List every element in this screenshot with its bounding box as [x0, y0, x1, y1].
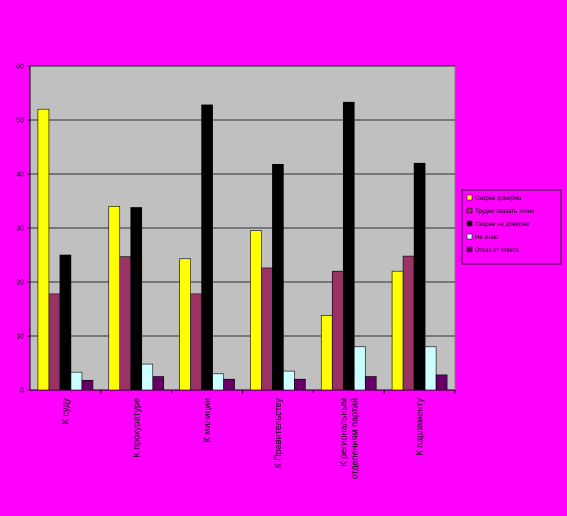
bar-1-4	[70, 371, 83, 391]
y-tick-label: 40	[16, 172, 24, 179]
bar-6-4	[424, 346, 437, 391]
bar-2-2	[119, 256, 132, 391]
bar-5-1	[320, 315, 333, 391]
y-tick-label: 50	[16, 118, 24, 125]
bar-1-2	[48, 293, 61, 391]
bar-4-2	[261, 267, 273, 391]
y-tick-label: 30	[16, 226, 24, 233]
bar-2-5	[152, 376, 165, 391]
legend-label: Трудно сказать точно	[475, 209, 535, 215]
bar-2-4	[141, 363, 154, 391]
category-label: К Правительству	[273, 398, 283, 469]
legend-label: Не знаю	[475, 235, 499, 241]
category-label: К прокуратуре	[131, 398, 141, 458]
bar-3-2	[190, 293, 202, 391]
category-label: К региональным	[338, 398, 348, 467]
legend-label: Скорее не доверяю	[475, 222, 530, 228]
bar-5-5	[364, 376, 377, 391]
legend-swatch	[466, 194, 473, 201]
bar-6-5	[435, 374, 448, 391]
legend-swatch	[466, 246, 473, 253]
bar-5-4	[353, 346, 366, 391]
legend-label: Скорее доверяю	[475, 196, 522, 202]
category-label: К парламенту	[415, 398, 425, 456]
bar-6-2	[402, 255, 415, 391]
bar-2-3	[130, 207, 143, 391]
bar-3-3	[201, 104, 213, 391]
bar-6-3	[413, 162, 426, 391]
bar-6-1	[391, 270, 404, 391]
legend-label: Отказ от ответа	[475, 248, 519, 254]
bar-4-3	[272, 163, 284, 391]
legend-swatch	[466, 220, 473, 227]
bar-3-4	[212, 373, 224, 391]
y-tick-label: 20	[16, 280, 24, 287]
bar-5-3	[342, 101, 355, 391]
bar-2-1	[108, 206, 121, 391]
category-label: К суду	[60, 398, 70, 425]
y-tick-label: 0	[20, 388, 24, 395]
y-tick-label: 60	[16, 64, 24, 71]
bar-3-1	[179, 258, 191, 391]
y-tick-label: 10	[16, 334, 24, 341]
legend-swatch	[466, 233, 473, 240]
bar-4-4	[283, 370, 295, 391]
bar-4-1	[250, 230, 262, 391]
bar-1-5	[81, 379, 94, 391]
category-label: отделениям партий	[349, 398, 359, 479]
bar-1-1	[37, 108, 50, 391]
bar-5-2	[331, 270, 344, 391]
legend-swatch	[466, 207, 473, 214]
bar-1-3	[59, 254, 72, 391]
category-label: К милиции	[202, 398, 212, 442]
bar-4-5	[294, 378, 306, 391]
bar-3-5	[223, 378, 235, 391]
legend	[461, 189, 562, 265]
